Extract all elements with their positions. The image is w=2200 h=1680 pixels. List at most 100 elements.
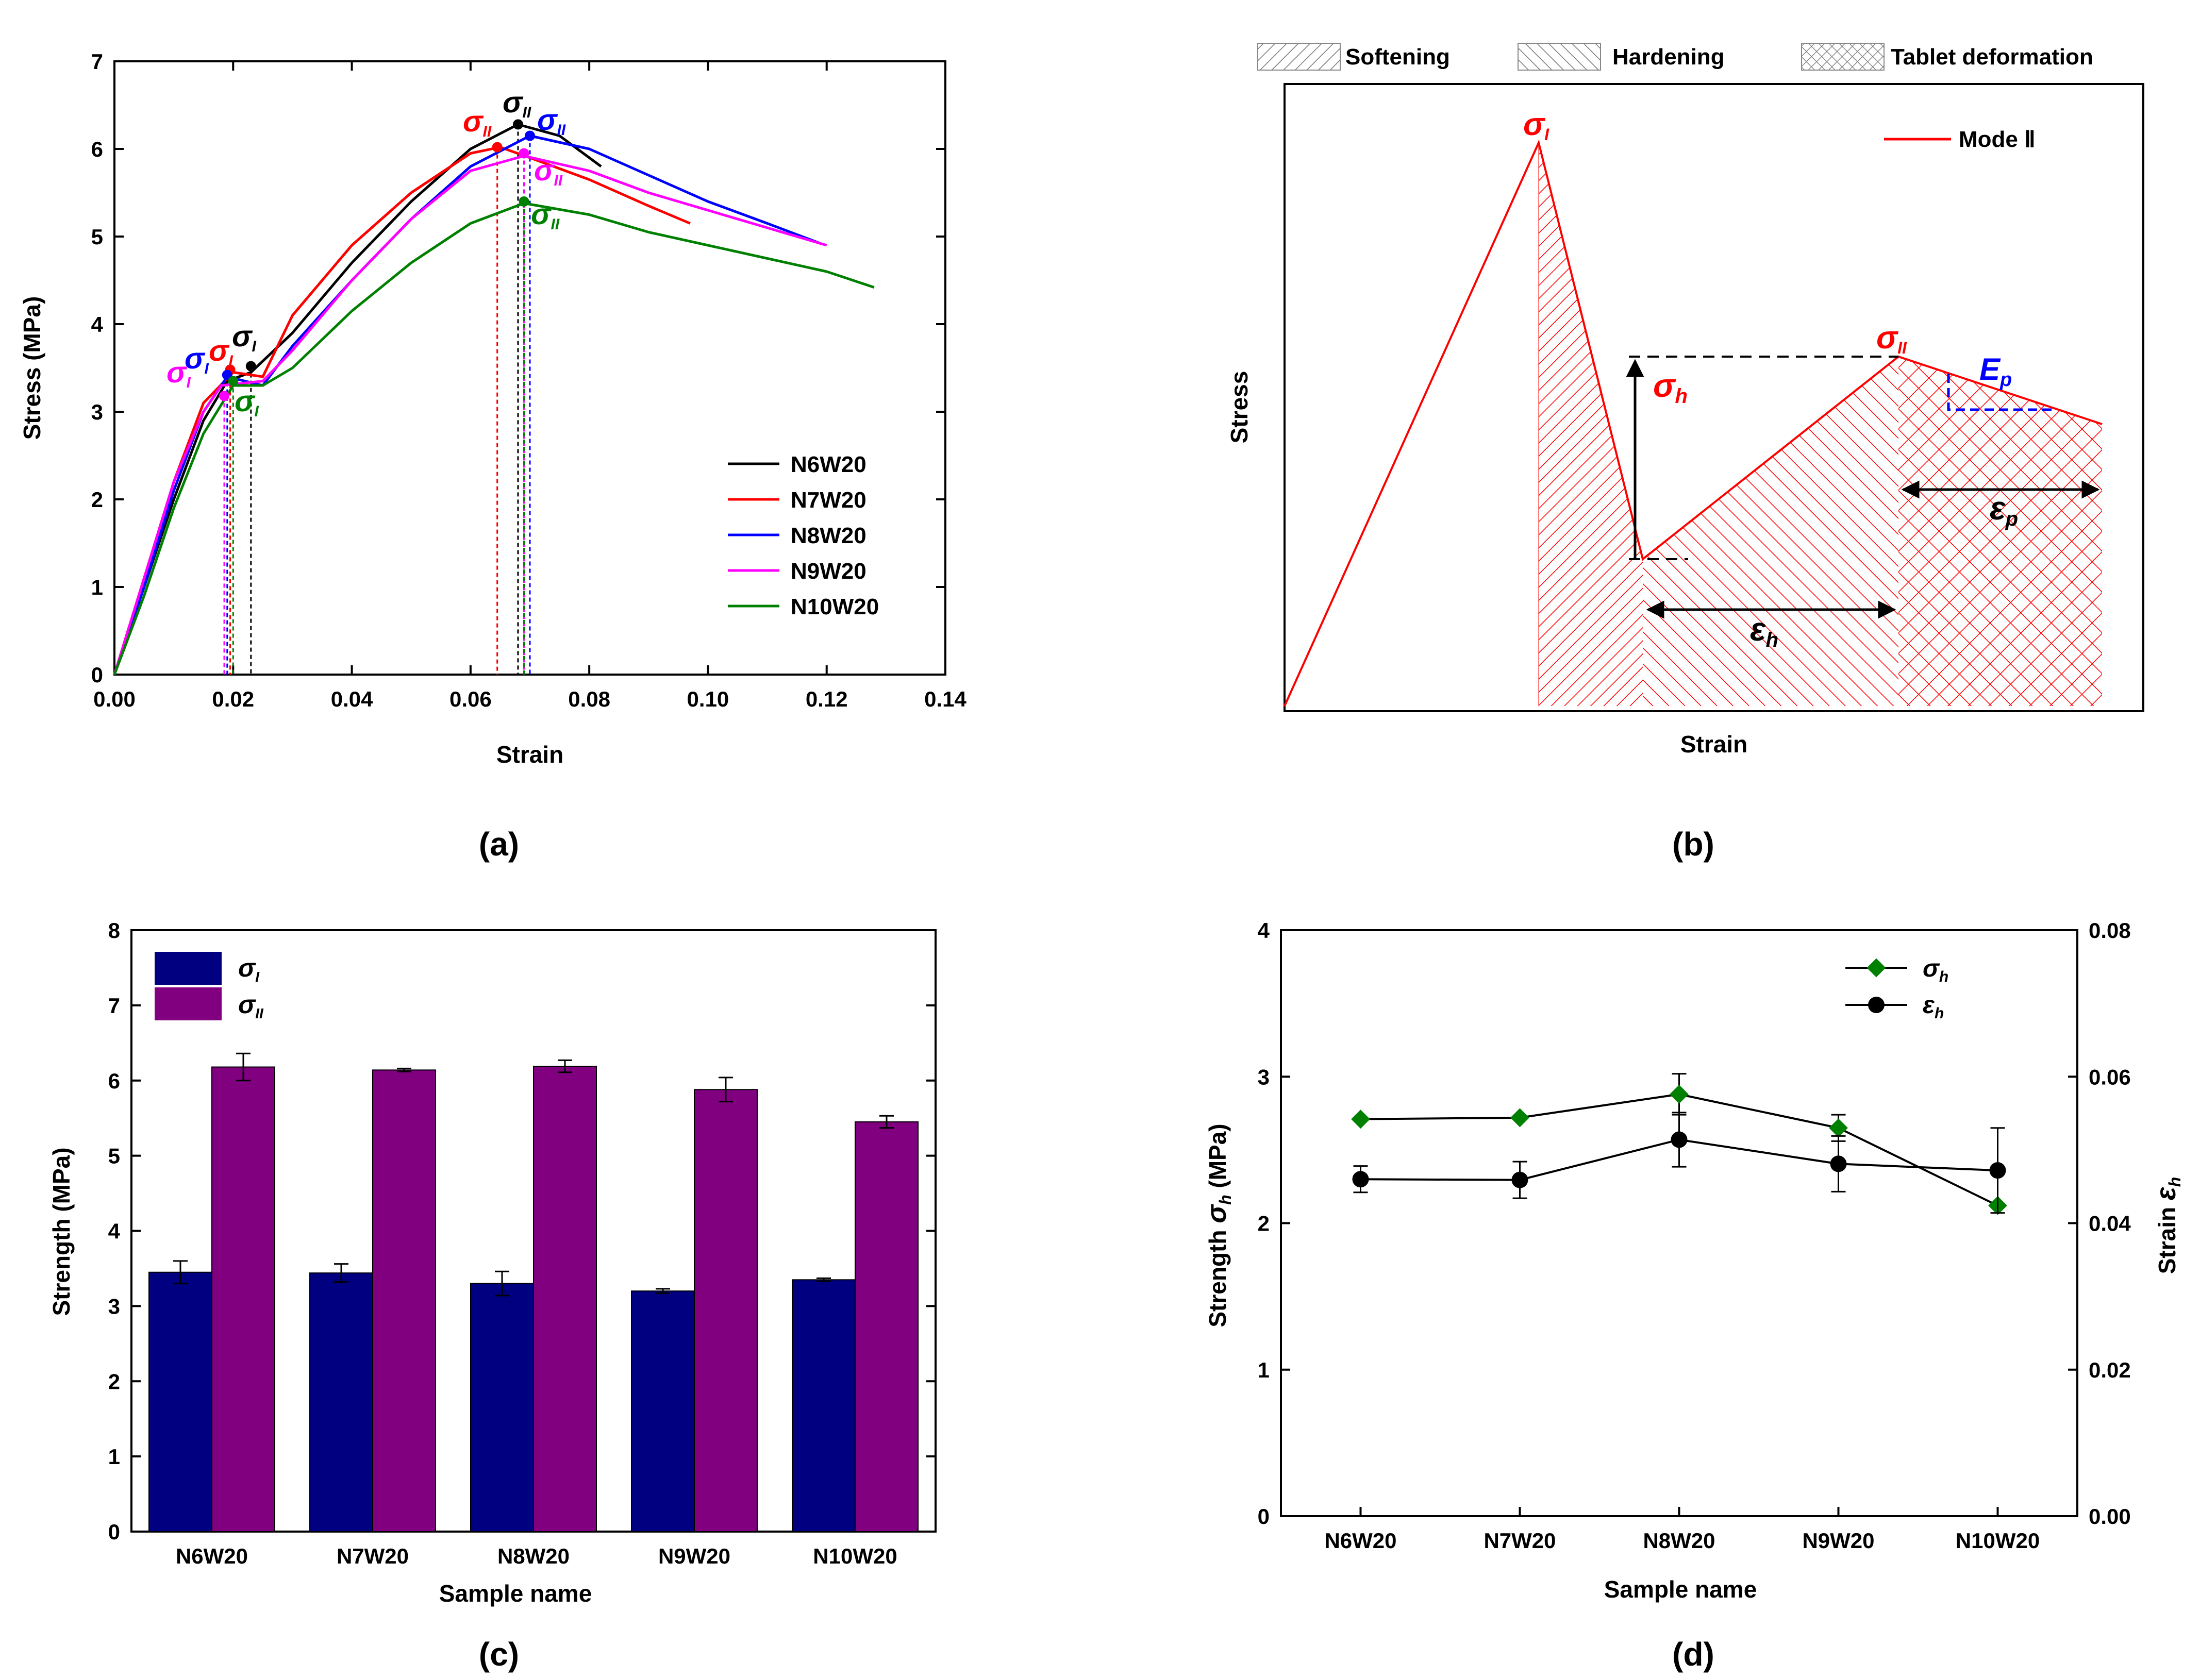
panel-a-stress-strain-chart: 0.00 0.02 0.04 0.06 0.08 0.10 0.12 0.14 0 1 2 3 4 5 6 7… xyxy=(19,49,967,863)
sigma-II-label: σII xyxy=(1876,320,1907,357)
peak-marker-N9W20 xyxy=(219,391,230,401)
series-line-N7W20 xyxy=(113,146,691,675)
legend-label-sigma-II: σII xyxy=(238,990,264,1021)
x-tick-label: 0.04 xyxy=(331,687,373,711)
y-tick-label: 0 xyxy=(108,1520,120,1544)
y-tick-label: 3 xyxy=(91,400,103,424)
mode-II-legend-label: Mode Ⅱ xyxy=(1959,127,2036,152)
x-tick-label: N6W20 xyxy=(1324,1528,1396,1553)
y-tick-label: 2 xyxy=(108,1369,120,1393)
x-tick-label: N9W20 xyxy=(658,1544,730,1568)
x-axis-label: Sample name xyxy=(439,1580,592,1607)
y-tick-label-right: 0.00 xyxy=(2089,1504,2131,1528)
y-tick-label: 5 xyxy=(108,1144,120,1168)
x-tick-label: N7W20 xyxy=(1484,1528,1556,1553)
point-εh xyxy=(1511,1171,1528,1188)
sigma-annotations: σII σII σII σII σII σI σI σI σI σI xyxy=(166,86,566,420)
y-tick-label-right: 0.06 xyxy=(2089,1065,2131,1089)
y-tick-label: 1 xyxy=(91,575,103,599)
x-tick-label: N7W20 xyxy=(337,1544,409,1568)
hardening-region xyxy=(1643,357,1898,706)
bar-N10W20-1 xyxy=(855,1121,919,1532)
series-line-N9W20 xyxy=(113,155,827,675)
x-tick-label: 0.00 xyxy=(93,687,136,711)
eps-h-label: εh xyxy=(1750,611,1778,651)
peak-markers xyxy=(219,119,535,401)
bar-N7W20-0 xyxy=(309,1272,373,1532)
sigma-I-label-red: σI xyxy=(209,334,234,369)
sigma-II-label-black: σII xyxy=(503,86,531,121)
y-tick-label: 0 xyxy=(91,663,103,687)
x-tick-label: N10W20 xyxy=(1956,1528,2040,1553)
x-tick-label: N9W20 xyxy=(1802,1528,1874,1553)
y-axis-label-left: Strength σh (MPa) xyxy=(1201,1123,1235,1327)
peak-marker-N6W20 xyxy=(512,119,523,130)
sigma-II-label-red: σII xyxy=(463,105,492,140)
softening-region xyxy=(1539,143,1643,706)
x-axis-label: Strain xyxy=(496,741,563,768)
sigma-II-label-magenta: σII xyxy=(534,154,563,189)
y-tick-label-right: 0.04 xyxy=(2089,1212,2131,1236)
y-axis-label: Stress (MPa) xyxy=(19,296,45,440)
legend-label-N9W20: N9W20 xyxy=(791,559,866,584)
tablet-deformation-region xyxy=(1898,357,2102,706)
bar-N7W20-1 xyxy=(372,1069,436,1532)
legend: N6W20 N7W20 N8W20 N9W20 N10W20 xyxy=(728,452,879,619)
y-tick-label: 4 xyxy=(108,1219,121,1244)
top-legend: Softening Hardening Tablet deformation xyxy=(1257,43,2093,71)
bar-N9W20-0 xyxy=(631,1290,695,1532)
point-εh xyxy=(1830,1155,1847,1172)
bar-N6W20-1 xyxy=(211,1066,275,1532)
legend-marker-eps-h xyxy=(1868,997,1885,1013)
softening-swatch xyxy=(1257,43,1341,71)
y-tick-label-left: 1 xyxy=(1258,1358,1270,1382)
legend-label-N7W20: N7W20 xyxy=(791,488,866,513)
sigma-h-label: σh xyxy=(1653,367,1688,408)
x-tick-label: 0.02 xyxy=(212,687,254,711)
bar-N8W20-0 xyxy=(470,1283,534,1533)
y-tick-label: 5 xyxy=(91,225,103,249)
softening-label: Softening xyxy=(1345,44,1450,70)
series-layer xyxy=(113,123,875,675)
series-layer xyxy=(1351,1073,2007,1215)
peak-marker-N9W20 xyxy=(519,148,529,159)
y-tick-label: 1 xyxy=(108,1444,120,1469)
y-axis-label: Strength (MPa) xyxy=(48,1147,75,1316)
point-σh xyxy=(1670,1084,1689,1104)
legend-label-N8W20: N8W20 xyxy=(791,523,866,548)
peak-marker-N10W20 xyxy=(228,376,239,387)
panel-caption-b: (b) xyxy=(1672,826,1714,863)
y-tick-label: 7 xyxy=(108,994,120,1018)
bar-N8W20-1 xyxy=(533,1066,597,1532)
point-εh xyxy=(1352,1171,1369,1188)
y-tick-label-left: 2 xyxy=(1258,1212,1270,1236)
legend-label-eps-h: εh xyxy=(1923,992,1944,1022)
sigma-I-label-magenta: σI xyxy=(166,356,191,391)
y-tick-label-right: 0.08 xyxy=(2089,918,2131,943)
x-tick-label: N8W20 xyxy=(1643,1528,1715,1553)
y-tick-label: 6 xyxy=(108,1069,120,1093)
bar-N6W20-0 xyxy=(148,1271,212,1532)
panel-b-mode-II-diagram: Softening Hardening Tablet deformation σ… xyxy=(1226,43,2144,863)
legend: σI σII xyxy=(155,952,264,1021)
point-σh xyxy=(1829,1118,1848,1138)
point-σh xyxy=(1510,1108,1529,1128)
tick-layer: 0 1 2 3 4 0.00 0.02 0.04 0.06 0.08 N6W20 N7W20 N8W20… xyxy=(1258,918,2131,1553)
sigma-II-label-blue: σII xyxy=(537,103,566,139)
y-tick-label: 6 xyxy=(91,137,103,161)
dashed-droplines xyxy=(223,124,531,675)
x-tick-label: N10W20 xyxy=(813,1544,897,1568)
tick-layer: 0 1 2 3 4 5 6 7 8 N6W20 N7W20 N8W20 N9W20 N10W20 xyxy=(108,918,936,1568)
x-tick-label: 0.08 xyxy=(568,687,610,711)
point-εh xyxy=(1989,1162,2006,1179)
tablet-deformation-label: Tablet deformation xyxy=(1891,44,2093,70)
hardening-swatch xyxy=(1518,43,1601,71)
y-tick-label: 2 xyxy=(91,488,103,512)
y-tick-label-right: 0.02 xyxy=(2089,1358,2131,1382)
y-tick-label-left: 3 xyxy=(1258,1065,1270,1089)
x-axis-label: Strain xyxy=(1680,731,1747,758)
sigma-I-label-black: σI xyxy=(232,320,257,355)
Ep-label: Ep xyxy=(1979,352,2012,391)
panel-c-strength-bar-chart: 0 1 2 3 4 5 6 7 8 N6W20 N7W20 N8W20 N9W20 N10W20 σI σ… xyxy=(48,918,937,1673)
